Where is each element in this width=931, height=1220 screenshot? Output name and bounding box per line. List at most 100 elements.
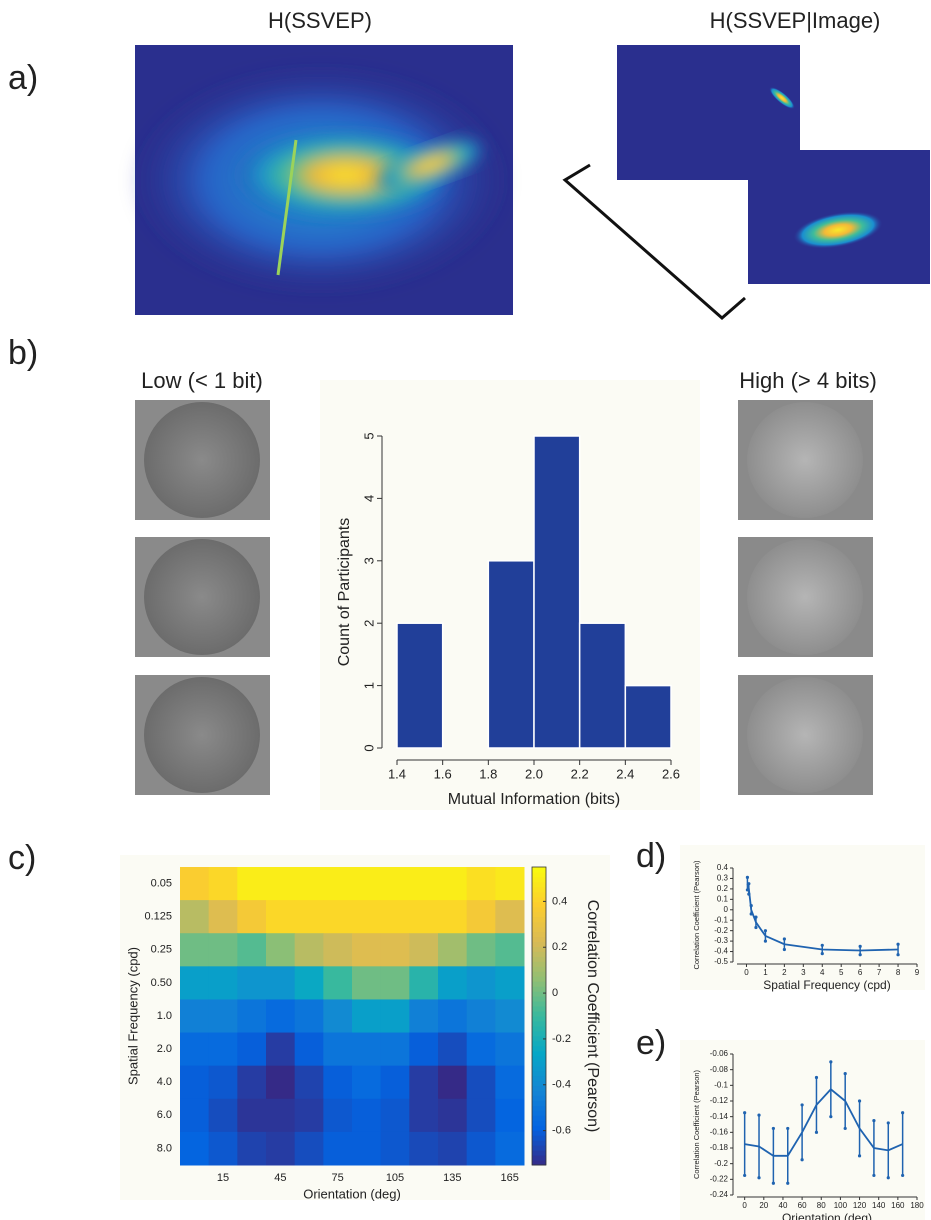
heatmap-cell bbox=[495, 1098, 525, 1133]
error-cap bbox=[820, 952, 824, 956]
x-tick-label: 45 bbox=[274, 1172, 286, 1184]
colorbar-segment bbox=[532, 1090, 546, 1096]
y-tick-label: 1.0 bbox=[157, 1010, 172, 1022]
error-cap bbox=[820, 943, 824, 947]
heatmap-cell bbox=[237, 1098, 267, 1133]
error-cap bbox=[771, 1126, 775, 1131]
y-tick-label: -0.14 bbox=[710, 1112, 729, 1121]
colorbar-segment bbox=[532, 946, 546, 952]
heatmap-cell bbox=[180, 867, 210, 901]
heatmap-cell bbox=[266, 900, 296, 934]
y-axis-label: Count of Participants bbox=[336, 518, 353, 667]
colorbar-segment bbox=[532, 1150, 546, 1156]
x-tick-label: 1 bbox=[763, 968, 768, 977]
error-cap bbox=[747, 882, 751, 886]
heatmap-cell bbox=[352, 999, 382, 1034]
colorbar-segment bbox=[532, 971, 546, 977]
y-tick-label: 4.0 bbox=[157, 1076, 172, 1088]
colorbar-segment bbox=[532, 1075, 546, 1082]
heatmap-cell bbox=[266, 867, 296, 901]
y-axis-label: Correlation Coefficient (Pearson) bbox=[692, 860, 701, 970]
colorbar-segment bbox=[532, 1035, 546, 1042]
heatmap-cell bbox=[438, 900, 468, 934]
x-tick-label: 6 bbox=[858, 968, 863, 977]
panel-title: High (> 4 bits) bbox=[739, 368, 877, 393]
y-tick-label: 8.0 bbox=[157, 1142, 172, 1154]
y-tick-label: 6.0 bbox=[157, 1109, 172, 1121]
y-tick-label: -0.1 bbox=[714, 1080, 728, 1089]
heatmap-cell bbox=[380, 999, 410, 1034]
y-tick-label: -0.4 bbox=[714, 947, 728, 956]
heatmap-cell bbox=[266, 999, 296, 1034]
bar bbox=[533, 435, 581, 749]
conditional-entropy-map bbox=[562, 45, 930, 320]
colorbar-segment bbox=[532, 1025, 546, 1032]
colorbar-tick-label: -0.4 bbox=[552, 1079, 571, 1091]
heatmap-cell bbox=[438, 1032, 468, 1067]
error-cap bbox=[814, 1130, 819, 1134]
error-cap bbox=[800, 1158, 804, 1162]
colorbar-segment bbox=[532, 881, 546, 888]
x-tick-label: 2.0 bbox=[525, 766, 543, 781]
colorbar-segment bbox=[532, 961, 546, 967]
heatmap-cell bbox=[323, 966, 353, 1000]
error-cap bbox=[771, 1181, 775, 1185]
error-cap bbox=[829, 1115, 833, 1119]
heatmap-cell bbox=[294, 900, 324, 934]
heatmap-cell bbox=[323, 1098, 353, 1133]
heatmap-cell bbox=[438, 999, 468, 1034]
error-cap bbox=[858, 953, 862, 957]
error-cap bbox=[786, 1126, 790, 1131]
colorbar-segment bbox=[532, 1065, 546, 1072]
bar bbox=[578, 622, 627, 749]
y-tick-label: -0.22 bbox=[710, 1174, 729, 1183]
heatmap-cell bbox=[495, 900, 525, 934]
colorbar-segment bbox=[532, 876, 546, 883]
colorbar-tick-label: -0.6 bbox=[552, 1125, 571, 1137]
y-tick-label: 5 bbox=[361, 432, 376, 439]
colorbar-segment bbox=[532, 1030, 546, 1037]
panel-label: a) bbox=[8, 59, 38, 97]
x-tick-label: 4 bbox=[820, 968, 825, 977]
colorbar-segment bbox=[532, 1110, 546, 1116]
error-cap bbox=[754, 915, 758, 919]
error-cap bbox=[743, 1111, 747, 1115]
y-tick-label: 3 bbox=[361, 557, 376, 564]
colorbar-segment bbox=[532, 991, 546, 997]
heatmap-cell bbox=[266, 966, 296, 1000]
colorbar-segment bbox=[532, 1001, 546, 1007]
heatmap-cell bbox=[409, 966, 439, 1000]
error-cap bbox=[743, 1173, 747, 1178]
heatmap-cell bbox=[180, 966, 210, 1000]
error-cap bbox=[901, 1173, 905, 1178]
x-tick-label: 135 bbox=[443, 1172, 461, 1184]
heatmap-cell bbox=[352, 900, 382, 934]
x-tick-label: 180 bbox=[910, 1201, 924, 1210]
heatmap-cell bbox=[380, 966, 410, 1000]
x-tick-label: 20 bbox=[759, 1201, 768, 1210]
heatmap-cell bbox=[294, 999, 324, 1034]
y-tick-label: -0.2 bbox=[714, 926, 728, 935]
heatmap-cell bbox=[180, 999, 210, 1034]
heatmap-cell bbox=[266, 1131, 296, 1166]
heatmap-cell bbox=[352, 1098, 382, 1133]
colorbar-segment bbox=[532, 1155, 546, 1161]
panel-title: Low (< 1 bit) bbox=[141, 368, 263, 393]
heatmap-cell bbox=[294, 1131, 324, 1166]
heatmap-cell bbox=[466, 999, 496, 1034]
heatmap-cell bbox=[380, 900, 410, 934]
error-cap bbox=[749, 912, 753, 916]
x-tick-label: 0 bbox=[742, 1201, 747, 1210]
y-tick-label: -0.08 bbox=[710, 1065, 729, 1074]
heatmap-cell bbox=[438, 933, 468, 967]
x-tick-label: 75 bbox=[332, 1172, 344, 1184]
heatmap-cell bbox=[180, 1131, 210, 1166]
heatmap-cell bbox=[180, 900, 210, 934]
heatmap-cell bbox=[323, 933, 353, 967]
colorbar-segment bbox=[532, 1160, 546, 1166]
x-tick-label: 100 bbox=[834, 1201, 848, 1210]
heatmap-cell bbox=[438, 1131, 468, 1166]
heatmap-cell bbox=[380, 867, 410, 901]
heatmap-cell bbox=[208, 999, 238, 1034]
